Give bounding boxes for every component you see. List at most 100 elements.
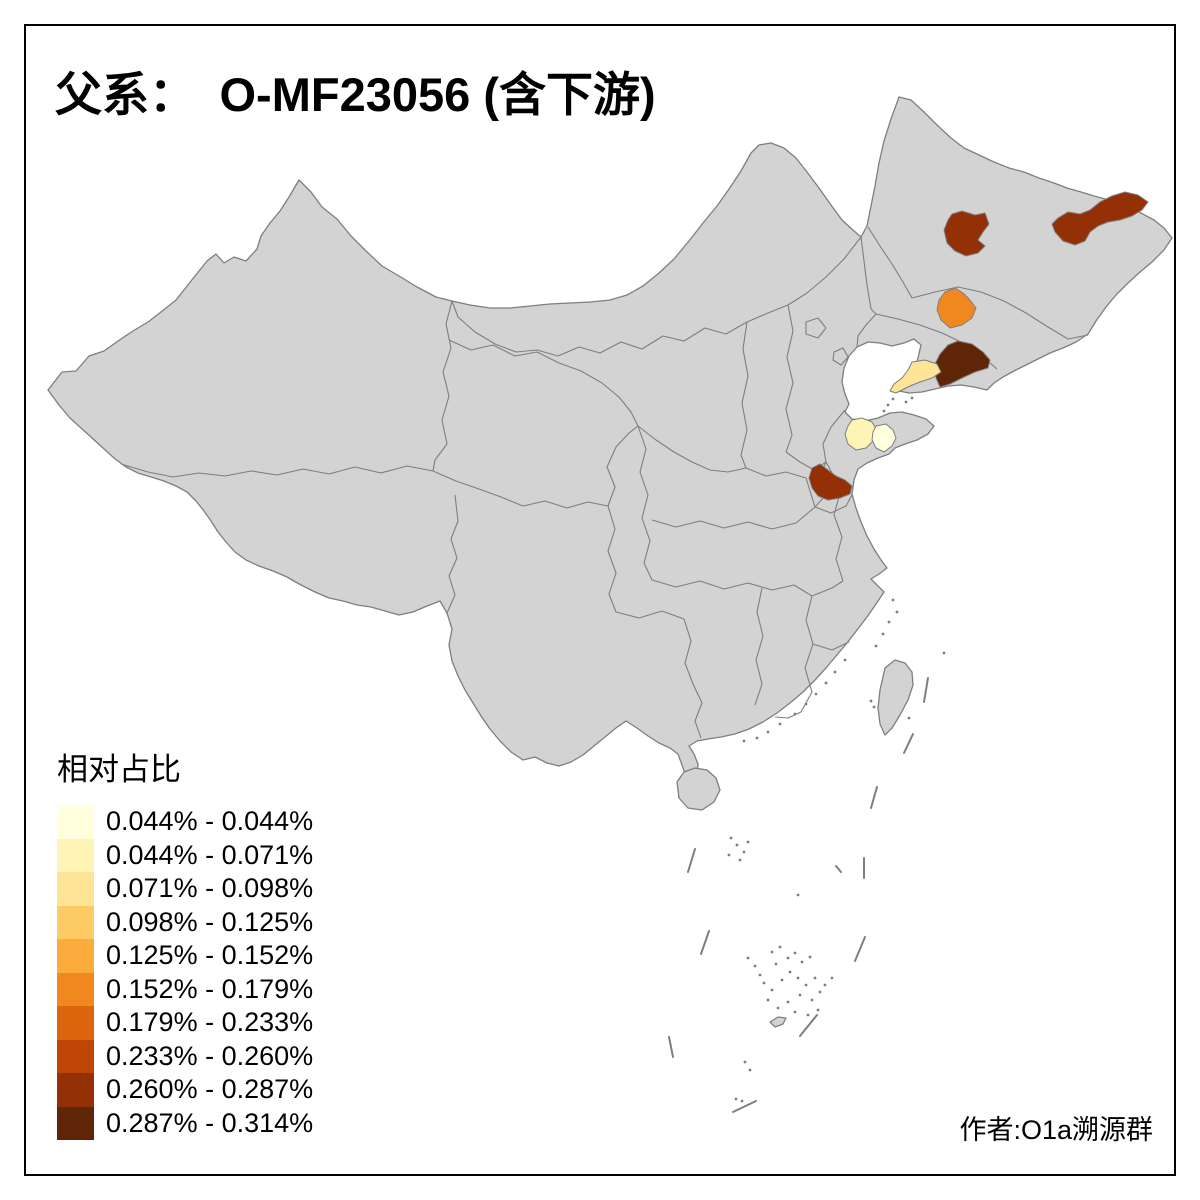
legend-swatch <box>57 838 94 872</box>
islet-dot <box>793 1010 797 1014</box>
islet-dot <box>907 716 911 720</box>
islet-dot <box>881 632 885 636</box>
islet-dot <box>780 978 784 982</box>
legend-item: 0.152% - 0.179% <box>57 972 313 1006</box>
legend-item: 0.071% - 0.098% <box>57 872 313 906</box>
legend-range-label: 0.125% - 0.152% <box>106 940 314 970</box>
islet-dot <box>887 620 891 624</box>
islet-dot <box>798 993 802 997</box>
region-east-shandong <box>871 423 897 453</box>
islet-dot <box>742 739 746 743</box>
islet-dot <box>796 976 800 980</box>
islet-dot <box>727 853 731 857</box>
islet-dot <box>895 610 899 614</box>
taiwan-island <box>877 659 914 736</box>
islet-dot <box>816 1008 820 1012</box>
islet-dot <box>843 658 847 662</box>
islet-dot <box>753 964 757 968</box>
islet-dot <box>746 840 750 844</box>
page-title: 父系： O-MF23056 (含下游) <box>55 68 656 121</box>
legend-range-label: 0.098% - 0.125% <box>106 906 314 937</box>
legend-swatch <box>57 939 94 973</box>
attribution-text: 作者:O1a溯源群 <box>959 1115 1153 1145</box>
region-central-shandong <box>844 417 878 451</box>
nine-dash-line <box>668 677 929 1113</box>
islet-dot <box>776 1006 780 1010</box>
islet-dot <box>738 858 742 862</box>
legend: 相对占比 0.044% - 0.044% 0.044% - 0.071% 0.071… <box>57 744 313 1140</box>
islet-dot <box>755 736 759 740</box>
islet-dot <box>810 998 814 1002</box>
legend-item: 0.233% - 0.260% <box>57 1039 314 1073</box>
islet-dot <box>824 681 828 685</box>
legend-item: 0.098% - 0.125% <box>57 905 314 939</box>
islet-dot <box>804 983 808 987</box>
islet-dot <box>823 983 827 987</box>
legend-swatch <box>57 1006 94 1040</box>
islet-dot <box>786 956 790 960</box>
legend-items: 0.044% - 0.044% 0.044% - 0.071% 0.071% - 0… <box>57 805 313 1140</box>
plot-frame <box>24 24 1176 1176</box>
islet-dot <box>793 712 797 716</box>
islet-dot <box>904 400 908 404</box>
region-liaodong-peninsula <box>889 359 942 394</box>
hainan-island <box>676 767 721 811</box>
legend-item: 0.125% - 0.152% <box>57 939 313 973</box>
province-borders <box>120 226 1089 739</box>
islet-dot <box>891 397 895 401</box>
islet-dot <box>748 1068 752 1072</box>
legend-item: 0.044% - 0.071% <box>57 838 314 872</box>
islet-dot <box>869 699 873 703</box>
mainland-outline <box>47 96 1173 784</box>
legend-range-label: 0.071% - 0.098% <box>106 873 314 903</box>
region-southwest-shandong <box>808 463 853 501</box>
islet-dot <box>808 955 812 959</box>
islet-dot <box>910 396 914 400</box>
region-southeast-liaoning <box>933 340 991 388</box>
islet-dot <box>766 998 770 1002</box>
land-group <box>47 96 1173 1028</box>
legend-range-label: 0.044% - 0.044% <box>106 806 314 836</box>
islet-dot <box>742 850 746 854</box>
legend-item: 0.044% - 0.044% <box>57 805 313 839</box>
highlighted-regions <box>808 191 1149 501</box>
islet-dot <box>814 692 818 696</box>
region-northeast-west <box>943 210 990 257</box>
legend-swatch <box>57 1073 94 1107</box>
legend-range-label: 0.287% - 0.314% <box>106 1107 314 1138</box>
islet-dot <box>804 702 808 706</box>
legend-swatch <box>57 972 94 1006</box>
islet-dot <box>740 1099 744 1103</box>
islet-dot <box>806 1013 810 1017</box>
islet-dot <box>833 670 837 674</box>
legend-title: 相对占比 <box>57 752 181 787</box>
islet-dot <box>886 403 890 407</box>
islet-dot <box>743 1060 747 1064</box>
islet-dot <box>766 730 770 734</box>
islet-dot <box>774 962 778 966</box>
islet-dot <box>770 950 774 954</box>
legend-range-label: 0.044% - 0.071% <box>106 839 314 870</box>
legend-range-label: 0.179% - 0.233% <box>106 1007 314 1037</box>
islet-dot <box>882 409 886 413</box>
islet-dot <box>872 705 876 709</box>
islet-dot <box>762 981 766 985</box>
islet-dot <box>758 973 762 977</box>
islet-dot <box>734 1097 738 1101</box>
legend-swatch <box>57 1039 94 1073</box>
islet-dot <box>800 960 804 964</box>
legend-swatch <box>57 805 94 839</box>
islet-dot <box>778 722 782 726</box>
islet-dot <box>830 976 834 980</box>
legend-range-label: 0.260% - 0.287% <box>106 1074 314 1104</box>
islet-dot <box>778 945 782 949</box>
legend-item: 0.179% - 0.233% <box>57 1006 313 1040</box>
islet-dot <box>729 836 733 840</box>
legend-range-label: 0.233% - 0.260% <box>106 1040 314 1071</box>
islet-dot <box>874 644 878 648</box>
region-central-jilin <box>936 287 977 329</box>
spratly-islet <box>769 1016 787 1028</box>
islet-dot <box>770 988 774 992</box>
